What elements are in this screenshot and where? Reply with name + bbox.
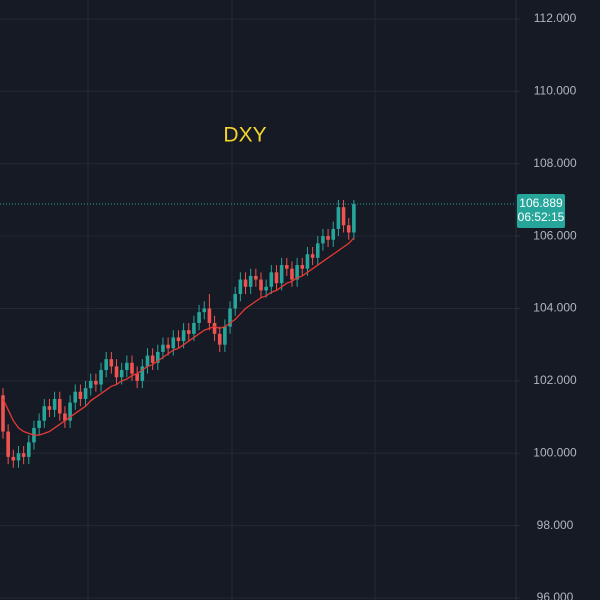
candle-body [346,225,351,233]
candle-body [63,413,67,421]
candle-body [315,243,320,258]
candle-body [331,228,336,240]
candle-body [47,406,52,410]
candle-body [192,322,196,334]
candle-body [290,268,294,280]
candle-body [217,333,222,345]
candle-body [310,254,315,258]
candle-body [125,362,129,371]
candle-body [37,420,41,428]
candle-body [16,453,21,461]
candle-body [176,337,181,342]
y-tick-label: 110.000 [534,84,577,98]
y-tick-label: 102.000 [533,373,577,387]
candle-body [11,456,16,461]
candle-body [352,203,356,233]
candle-body [150,355,155,363]
candle-body [336,207,341,229]
candle-body [42,406,47,421]
candle-body [57,398,62,414]
candle-body [119,370,124,378]
candle-body [228,308,232,327]
candle-body [83,388,88,399]
candle-body [99,370,103,385]
candle-body [202,308,207,313]
candle-body [243,279,248,287]
candle-body [300,265,305,269]
candle-body [341,207,346,226]
candle-body [6,431,10,457]
candle-body [52,398,57,410]
candle-body [285,265,289,269]
candle-body [181,330,186,342]
candle-body [27,442,31,457]
candle-body [326,236,330,240]
last-price-box [517,193,565,228]
y-tick-label: 100.000 [533,445,577,459]
candle-body [207,308,212,323]
candle-body [223,326,227,345]
candle-body [130,362,134,374]
candle-body [104,359,108,371]
countdown-label: 06:52:15 [518,210,565,224]
candle-body [78,391,83,399]
candle-body [1,395,5,432]
y-axis: 96.000 98.000 100.000 102.000 104.000 106.000… [516,11,577,600]
candle-body [109,359,114,367]
y-tick-label: 96.000 [537,590,574,600]
candle-body [197,312,201,323]
candle-body [94,380,98,385]
y-tick-label: 98.000 [537,518,574,532]
candle-body [269,272,274,287]
candle-body [254,275,258,280]
plot [0,199,516,468]
y-tick-label: 106.000 [533,228,577,242]
moving-average [2,237,355,436]
y-tick-label: 108.000 [533,156,577,170]
candle-body [88,380,93,389]
candle-body [238,279,243,295]
candle-body [259,279,263,291]
candle-body [171,337,176,349]
candle-body [212,322,217,334]
candle-body [135,373,139,381]
candle-body [166,344,170,349]
candle-body [114,366,119,378]
last-price-label: 106.889 [519,196,563,210]
candle-body [161,344,165,352]
candle-body [264,286,268,291]
candle-body [274,272,279,284]
candle-body [21,453,26,457]
candle-body [305,254,310,269]
candle-body [73,391,78,403]
y-tick-label: 112.000 [534,11,577,25]
candle-body [68,402,72,421]
y-tick-label: 104.000 [533,301,577,315]
candle-body [295,265,299,280]
candle-body [233,294,237,309]
chart-title: DXY [223,124,266,147]
candle-body [321,236,325,244]
candle-body [248,275,253,287]
candle-body [186,330,191,334]
candle-body [145,355,150,367]
candle-body [156,351,160,363]
candle-body [140,366,145,381]
candle-body [279,265,284,284]
